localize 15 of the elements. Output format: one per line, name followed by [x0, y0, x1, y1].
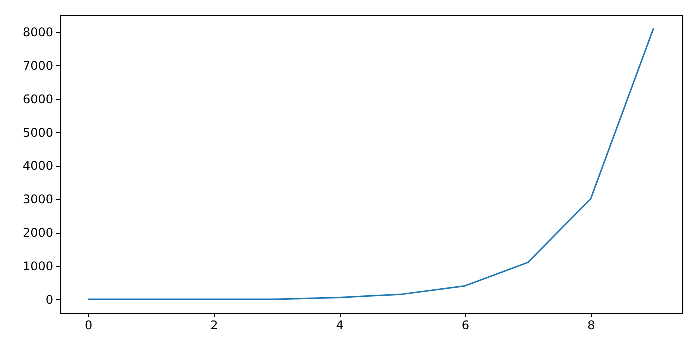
y-tick-label: 6000: [22, 92, 54, 106]
y-tick-label: 8000: [22, 25, 54, 40]
y-tick-label: 2000: [22, 226, 54, 240]
y-tick-label: 7000: [22, 58, 54, 73]
y-tick-label: 5000: [22, 126, 54, 140]
y-tick-label: 3000: [22, 192, 54, 207]
y-tick-label: 0: [46, 292, 54, 307]
x-tick-label: 0: [84, 318, 93, 332]
line-series: [88, 28, 654, 300]
y-tick-label: 4000: [22, 159, 54, 174]
x-tick-label: 2: [210, 318, 218, 332]
x-tick-label: 8: [588, 318, 596, 332]
x-tick-label: 4: [336, 318, 344, 332]
y-tick-label: 1000: [22, 260, 54, 274]
x-tick-label: 6: [462, 318, 470, 332]
